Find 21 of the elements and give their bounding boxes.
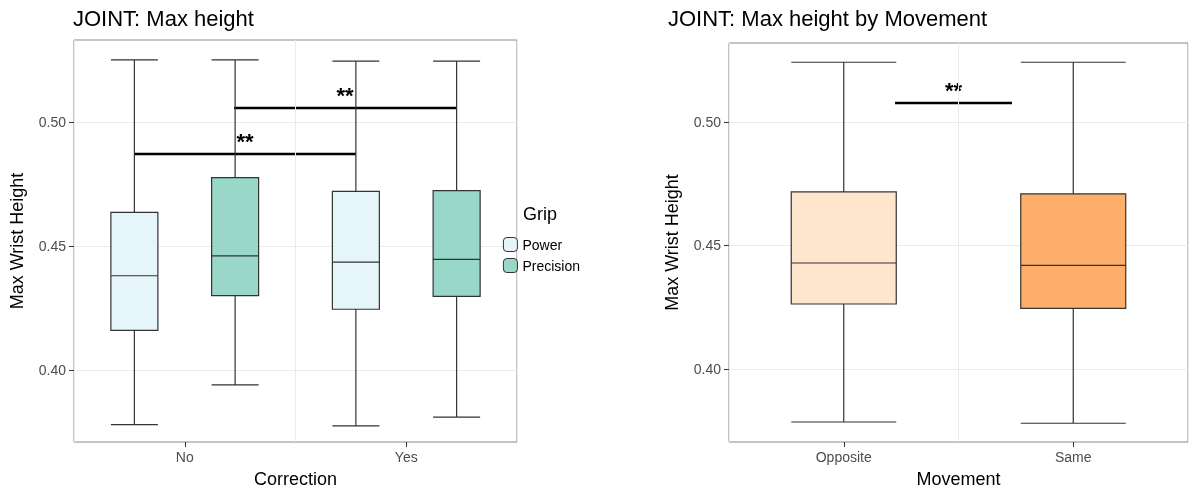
x-tick-label: Opposite bbox=[815, 449, 872, 465]
chart-title: JOINT: Max height by Movement bbox=[668, 5, 988, 31]
legend-title: Grip bbox=[523, 204, 558, 224]
legend-label: Power bbox=[522, 236, 563, 253]
y-tick-label: 0.50 bbox=[693, 114, 722, 131]
y-tick-label: 0.40 bbox=[38, 362, 67, 379]
y-tick-label: 0.45 bbox=[693, 237, 722, 254]
legend-label: Precision bbox=[522, 257, 581, 274]
x-tick-label: Yes bbox=[394, 449, 418, 465]
y-tick-label: 0.50 bbox=[38, 113, 67, 130]
x-tick-label: No bbox=[175, 449, 194, 465]
y-tick-label: 0.40 bbox=[693, 360, 722, 377]
annotation: ** bbox=[336, 82, 354, 108]
annotation: ** bbox=[236, 128, 254, 154]
y-axis-title: Max Wrist Height bbox=[7, 172, 27, 310]
x-axis-title: Correction bbox=[253, 469, 338, 489]
x-tick-label: Same bbox=[1054, 449, 1092, 465]
chart-title: JOINT: Max height bbox=[73, 5, 254, 31]
y-axis-title: Max Wrist Height bbox=[662, 174, 682, 311]
y-tick-label: 0.45 bbox=[38, 237, 67, 254]
x-axis-title: Movement bbox=[916, 469, 1001, 489]
